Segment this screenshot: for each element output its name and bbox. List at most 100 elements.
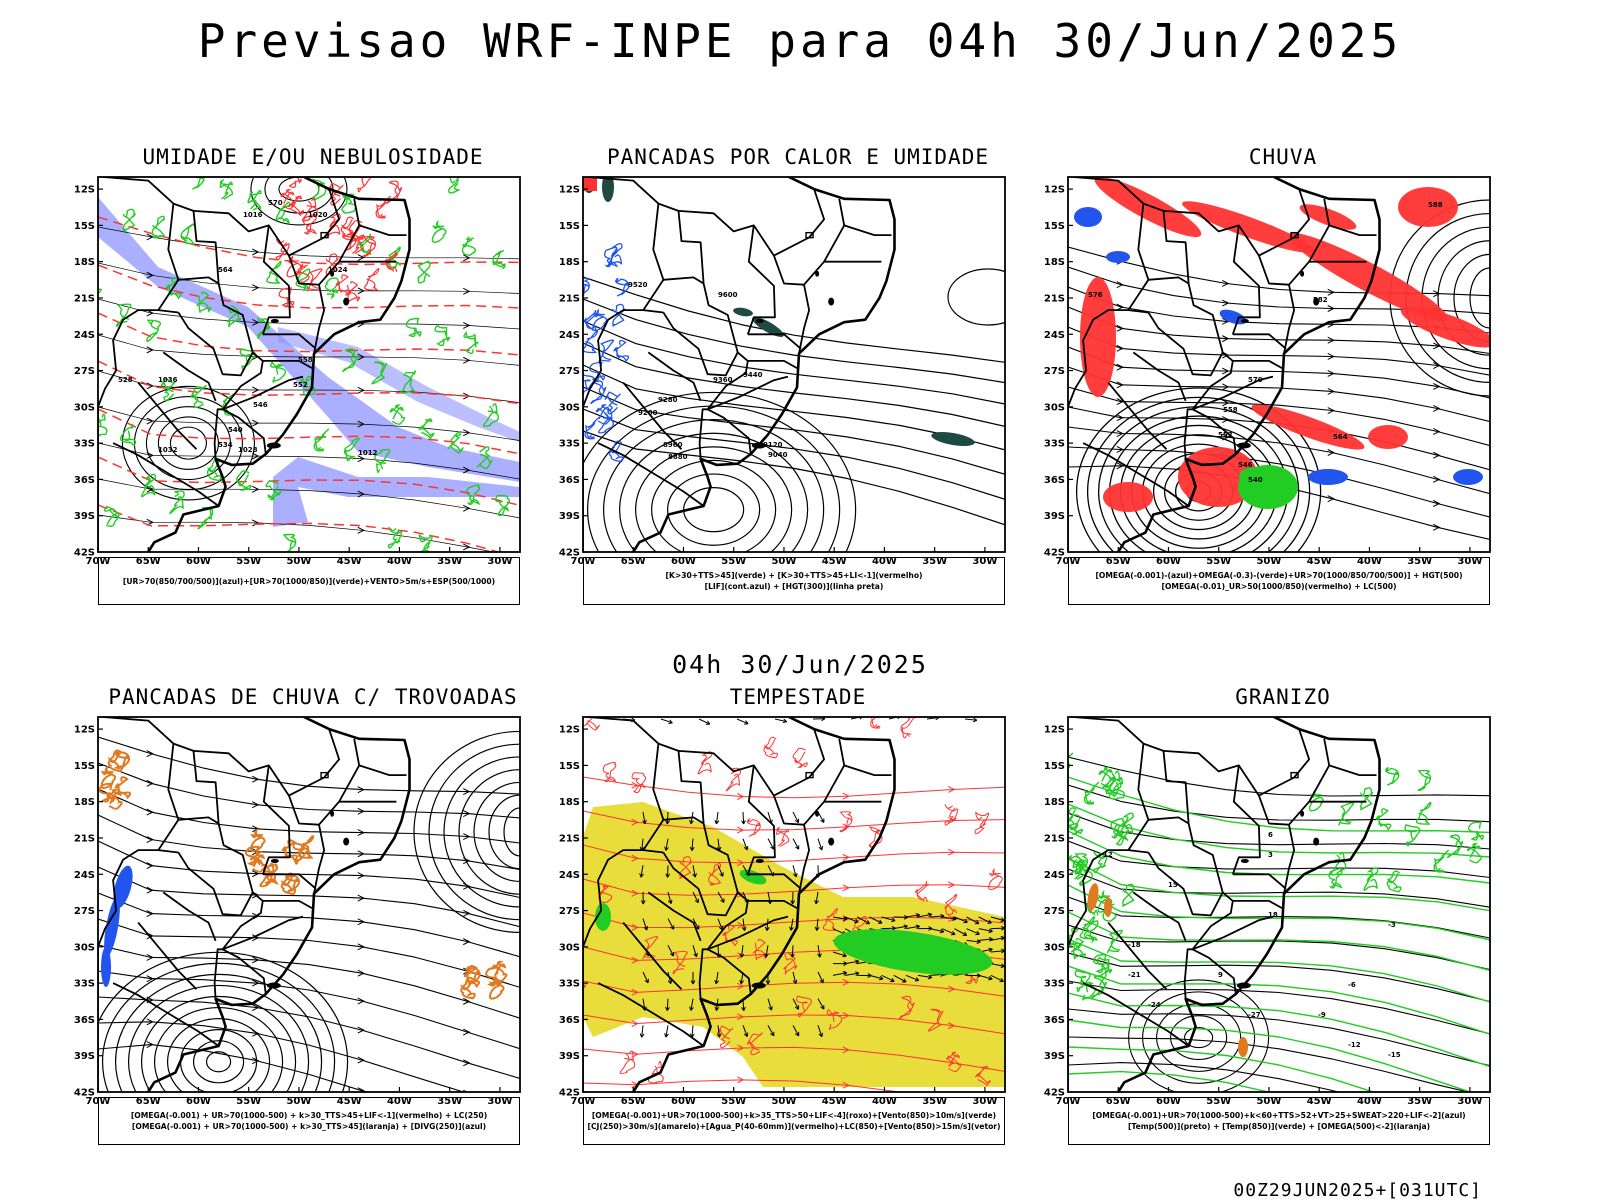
lat-tick-label: 39S bbox=[1044, 511, 1065, 522]
forecast-map: 58858257657056455855254654012S15S18S21S2… bbox=[1038, 145, 1528, 615]
lat-tick-label: 15S bbox=[559, 221, 580, 232]
contour-label: -9 bbox=[1318, 1011, 1326, 1019]
panel-legend: [OMEGA(-0.001)+UR>70(1000-500)+k<60+TTS>… bbox=[1068, 1097, 1490, 1145]
forecast-map: 9600952094409360928092009120904089608880… bbox=[553, 145, 1043, 615]
contour-label: -24 bbox=[1148, 1001, 1161, 1009]
lat-tick-label: 24S bbox=[559, 870, 580, 881]
lat-tick-label: 33S bbox=[74, 439, 95, 450]
contour-label: 534 bbox=[218, 441, 233, 449]
contour-label: 9120 bbox=[763, 441, 783, 449]
lat-tick-label: 12S bbox=[559, 185, 580, 196]
panel-legend: [OMEGA(-0.001)+UR>70(1000-500)+k>35_TTS>… bbox=[583, 1097, 1005, 1145]
legend-line: [OMEGA(-0.001)+UR>70(1000-500)+k>35_TTS>… bbox=[592, 1110, 996, 1121]
lat-tick-label: 18S bbox=[74, 257, 95, 268]
map-fields bbox=[571, 707, 1005, 1109]
lat-tick-label: 39S bbox=[1044, 1051, 1065, 1062]
lat-tick-label: 12S bbox=[1044, 185, 1065, 196]
lat-tick-label: 27S bbox=[74, 366, 95, 377]
lat-tick-label: 30S bbox=[74, 402, 95, 413]
contour-label: 1020 bbox=[308, 211, 328, 219]
legend-line: [OMEGA(-0.001)+UR>70(1000-500)+k<60+TTS>… bbox=[1092, 1110, 1465, 1121]
legend-line: [OMEGA(-0.001)-(azul)+OMEGA(-0.3)-(verde… bbox=[1095, 570, 1462, 581]
lat-tick-label: 12S bbox=[74, 725, 95, 736]
contour-label: 9 bbox=[1218, 971, 1223, 979]
contour-label: 1032 bbox=[158, 446, 178, 454]
main-title: Previsao WRF-INPE para 04h 30/Jun/2025 bbox=[0, 14, 1600, 68]
contour-label: 8880 bbox=[668, 453, 688, 461]
lat-tick-label: 30S bbox=[1044, 942, 1065, 953]
legend-line: [Temp(500)](preto) + [Temp(850)](verde) … bbox=[1128, 1121, 1430, 1132]
contour-label: 9520 bbox=[628, 281, 648, 289]
panel-legend: [K>30+TTS>45](verde) + [K>30+TTS>45+LI<-… bbox=[583, 557, 1005, 605]
lat-tick-label: 15S bbox=[559, 761, 580, 772]
panel-legend: [OMEGA(-0.001) + UR>70(1000-500) + k>30_… bbox=[98, 1097, 520, 1145]
lat-tick-label: 36S bbox=[559, 475, 580, 486]
lat-tick-label: 21S bbox=[1044, 833, 1065, 844]
contour-label: 558 bbox=[298, 356, 313, 364]
contour-label: 3 bbox=[1268, 851, 1273, 859]
contour-label: -12 bbox=[1348, 1041, 1361, 1049]
lat-tick-label: 21S bbox=[74, 293, 95, 304]
contour-label: 1028 bbox=[238, 446, 258, 454]
lat-tick-label: 27S bbox=[1044, 366, 1065, 377]
contour-label: 1016 bbox=[243, 211, 263, 219]
lat-tick-label: 30S bbox=[559, 942, 580, 953]
contour-label: 552 bbox=[293, 381, 308, 389]
lat-tick-label: 18S bbox=[74, 797, 95, 808]
contour-label: 9040 bbox=[768, 451, 788, 459]
lat-tick-label: 30S bbox=[1044, 402, 1065, 413]
contour-label: 564 bbox=[1333, 433, 1348, 441]
legend-line: [UR>70(850/700/500)](azul)+[UR>70(1000/8… bbox=[123, 576, 495, 587]
contour-label: -3 bbox=[1388, 921, 1396, 929]
legend-line: [OMEGA(-0.001) + UR>70(1000-500) + k>30_… bbox=[131, 1110, 487, 1121]
legend-line: [LIF](cont.azul) + [HGT(300)](linha pret… bbox=[705, 581, 884, 592]
contour-label: -27 bbox=[1248, 1011, 1261, 1019]
contour-label: 9280 bbox=[658, 396, 678, 404]
lat-tick-label: 39S bbox=[559, 1051, 580, 1062]
lat-tick-label: 18S bbox=[559, 257, 580, 268]
lat-tick-label: 12S bbox=[559, 725, 580, 736]
lat-tick-label: 39S bbox=[559, 511, 580, 522]
lat-tick-label: 21S bbox=[1044, 293, 1065, 304]
lat-tick-label: 21S bbox=[74, 833, 95, 844]
legend-line: [K>30+TTS>45](verde) + [K>30+TTS>45+LI<-… bbox=[665, 570, 922, 581]
contour-label: 6 bbox=[1268, 831, 1273, 839]
lat-tick-label: 33S bbox=[559, 979, 580, 990]
lat-tick-label: 18S bbox=[1044, 797, 1065, 808]
lat-tick-label: 24S bbox=[74, 330, 95, 341]
contour-label: 1036 bbox=[158, 376, 178, 384]
lat-tick-label: 24S bbox=[1044, 330, 1065, 341]
contour-label: 558 bbox=[1223, 406, 1238, 414]
lat-tick-label: 27S bbox=[1044, 906, 1065, 917]
lat-tick-label: 27S bbox=[559, 906, 580, 917]
legend-line: [OMEGA(-0.001) + UR>70(1000-500) + k>30_… bbox=[132, 1121, 486, 1132]
contour-label: 564 bbox=[218, 266, 233, 274]
contour-label: 528 bbox=[118, 376, 133, 384]
lat-tick-label: 15S bbox=[74, 221, 95, 232]
lat-tick-label: 21S bbox=[559, 293, 580, 304]
lat-tick-label: 24S bbox=[1044, 870, 1065, 881]
lat-tick-label: 33S bbox=[74, 979, 95, 990]
lat-tick-label: 24S bbox=[74, 870, 95, 881]
lat-tick-label: 15S bbox=[1044, 761, 1065, 772]
legend-line: [OMEGA(-0.01)_UR>50(1000/850)(vermelho) … bbox=[1162, 581, 1397, 592]
contour-label: 576 bbox=[1088, 291, 1103, 299]
contour-label: 570 bbox=[268, 199, 283, 207]
contour-label: -15 bbox=[1388, 1051, 1401, 1059]
lat-tick-label: 15S bbox=[74, 761, 95, 772]
lat-tick-label: 36S bbox=[1044, 475, 1065, 486]
contour-label: 540 bbox=[228, 426, 243, 434]
contour-label: 546 bbox=[253, 401, 268, 409]
lat-tick-label: 15S bbox=[1044, 221, 1065, 232]
lat-tick-label: 33S bbox=[1044, 439, 1065, 450]
